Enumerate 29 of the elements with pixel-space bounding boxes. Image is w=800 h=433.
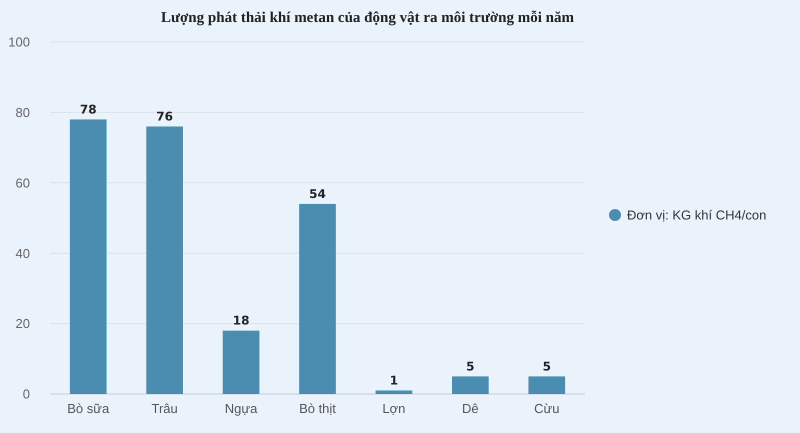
- data-label: 5: [466, 359, 475, 374]
- bar: [376, 390, 412, 394]
- x-tick-label: Dê: [462, 401, 479, 416]
- data-label: 5: [542, 359, 551, 374]
- data-label: 78: [80, 102, 97, 116]
- bar: [146, 126, 183, 394]
- data-label: 18: [232, 314, 250, 328]
- y-tick-label: 100: [8, 34, 30, 50]
- y-tick-label: 80: [16, 104, 30, 120]
- bar: [299, 204, 336, 394]
- x-tick-label: Lợn: [382, 401, 406, 416]
- data-label: 76: [156, 109, 173, 124]
- bar: [222, 330, 260, 394]
- x-tick-label: Trâu: [152, 401, 178, 416]
- y-tick-label: 60: [16, 175, 30, 190]
- x-tick-label: Cừu: [534, 401, 560, 416]
- y-tick-label: 40: [16, 246, 30, 261]
- chart-title: Lượng phát thải khí metan của động vật ra môi trường mỗi năm: [161, 10, 574, 26]
- x-tick-label: Bò thịt: [299, 401, 336, 416]
- bar: [70, 119, 107, 394]
- bar: [528, 376, 566, 394]
- data-label: 54: [309, 186, 326, 201]
- x-tick-label: Bò sữa: [67, 401, 110, 416]
- data-label: 1: [390, 373, 398, 388]
- x-tick-label: Ngựa: [224, 401, 258, 416]
- y-tick-label: 20: [16, 316, 30, 332]
- y-tick-label: 0: [22, 386, 30, 402]
- bar: [452, 376, 489, 394]
- legend-label: Đơn vị: KG khí CH4/con: [627, 208, 766, 223]
